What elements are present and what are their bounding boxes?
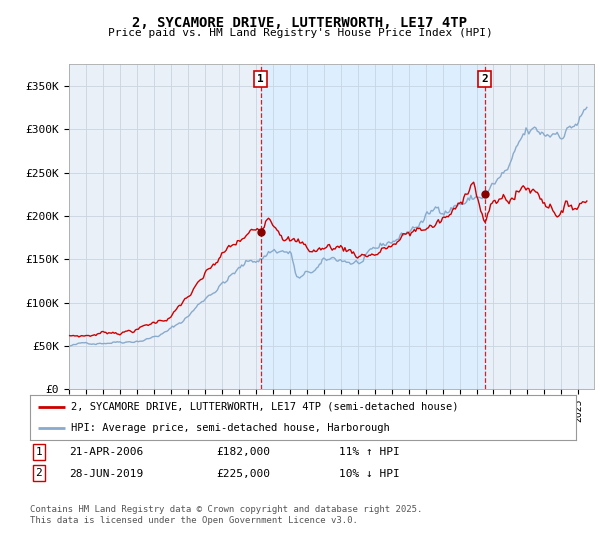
Bar — [260, 64, 485, 389]
Text: 2, SYCAMORE DRIVE, LUTTERWORTH, LE17 4TP: 2, SYCAMORE DRIVE, LUTTERWORTH, LE17 4TP — [133, 16, 467, 30]
Text: 28-JUN-2019: 28-JUN-2019 — [69, 469, 143, 479]
Text: 1: 1 — [35, 447, 43, 457]
Text: 11% ↑ HPI: 11% ↑ HPI — [339, 447, 400, 458]
Text: 1: 1 — [257, 74, 264, 84]
Text: 2: 2 — [35, 468, 43, 478]
Text: 2, SYCAMORE DRIVE, LUTTERWORTH, LE17 4TP (semi-detached house): 2, SYCAMORE DRIVE, LUTTERWORTH, LE17 4TP… — [71, 402, 458, 412]
Text: £182,000: £182,000 — [216, 447, 270, 458]
Text: Contains HM Land Registry data © Crown copyright and database right 2025.
This d: Contains HM Land Registry data © Crown c… — [30, 505, 422, 525]
Text: 2: 2 — [481, 74, 488, 84]
Text: 10% ↓ HPI: 10% ↓ HPI — [339, 469, 400, 479]
Text: HPI: Average price, semi-detached house, Harborough: HPI: Average price, semi-detached house,… — [71, 422, 390, 432]
Text: Price paid vs. HM Land Registry's House Price Index (HPI): Price paid vs. HM Land Registry's House … — [107, 28, 493, 38]
Text: £225,000: £225,000 — [216, 469, 270, 479]
Text: 21-APR-2006: 21-APR-2006 — [69, 447, 143, 458]
